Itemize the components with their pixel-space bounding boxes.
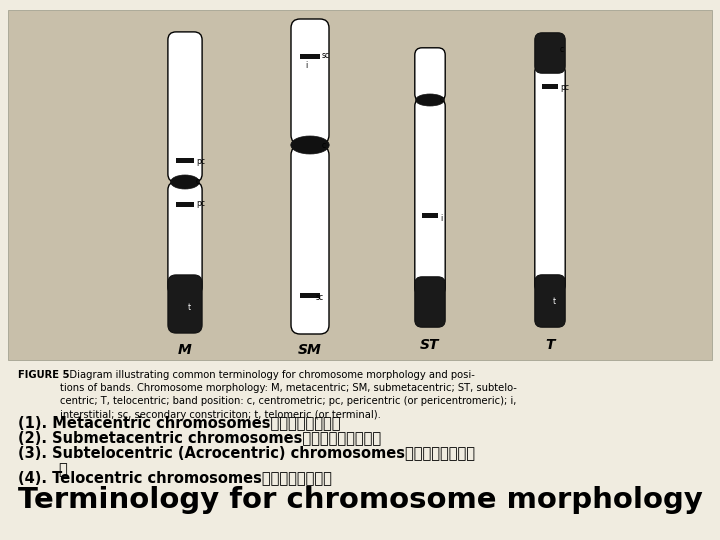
Bar (542, 84, 558, 89)
Text: Terminology for chromosome morphology: Terminology for chromosome morphology (17, 486, 703, 514)
FancyBboxPatch shape (168, 275, 202, 333)
Text: SM: SM (298, 343, 322, 357)
Text: (2). Submetacentric chromosomes亞中央著絲粒染色體: (2). Submetacentric chromosomes亞中央著絲粒染色體 (18, 430, 381, 445)
Ellipse shape (291, 136, 329, 154)
Text: t: t (188, 302, 191, 312)
Bar (300, 293, 320, 298)
Text: c: c (196, 178, 200, 186)
Ellipse shape (171, 175, 199, 189)
Text: i: i (440, 214, 442, 224)
FancyBboxPatch shape (291, 146, 329, 334)
FancyBboxPatch shape (535, 33, 565, 73)
Bar (300, 53, 320, 58)
FancyBboxPatch shape (168, 182, 202, 295)
Bar (176, 158, 194, 163)
Text: sc: sc (316, 294, 324, 302)
Text: (3). Subtelocentric (Acrocentric) chromosomes近端著絲粒染色體
        體: (3). Subtelocentric (Acrocentric) chromo… (18, 445, 475, 477)
Text: pc: pc (196, 158, 205, 166)
Text: (4). Telocentric chromosomes末端著絲粒染色體: (4). Telocentric chromosomes末端著絲粒染色體 (18, 470, 332, 485)
Text: FIGURE 5: FIGURE 5 (18, 370, 70, 380)
Text: M: M (178, 343, 192, 357)
Bar (176, 201, 194, 206)
Text: t: t (553, 298, 556, 307)
Text: c: c (440, 96, 444, 105)
Ellipse shape (415, 94, 444, 106)
FancyBboxPatch shape (415, 277, 445, 327)
Text: sc: sc (322, 51, 330, 60)
FancyBboxPatch shape (415, 99, 445, 295)
FancyBboxPatch shape (168, 32, 202, 182)
FancyBboxPatch shape (535, 275, 565, 327)
Text: Diagram illustrating common terminology for chromosome morphology and posi-
tion: Diagram illustrating common terminology … (60, 370, 517, 420)
Text: pc: pc (196, 199, 205, 208)
Text: c: c (560, 45, 564, 55)
FancyBboxPatch shape (535, 65, 565, 292)
FancyBboxPatch shape (415, 48, 445, 101)
Text: (1). Metacentric chromosomes中央著絲粒染色體: (1). Metacentric chromosomes中央著絲粒染色體 (18, 415, 341, 430)
Text: pc: pc (560, 84, 569, 92)
Text: i: i (305, 62, 307, 71)
FancyBboxPatch shape (291, 19, 329, 144)
Text: T: T (545, 338, 554, 352)
Bar (422, 213, 438, 218)
Text: ST: ST (420, 338, 440, 352)
Bar (8, 10, 712, 360)
Text: c: c (322, 140, 326, 150)
